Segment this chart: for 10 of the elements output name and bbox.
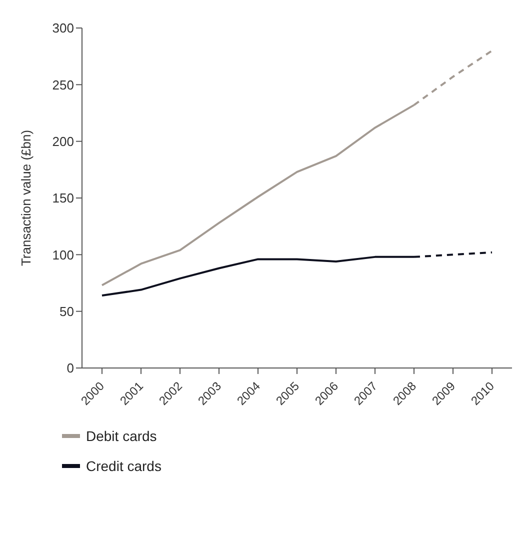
- y-tick-label: 50: [60, 304, 74, 319]
- y-tick-label: 200: [52, 134, 74, 149]
- y-tick-label: 100: [52, 247, 74, 262]
- legend-label: Credit cards: [86, 458, 162, 474]
- y-tick-label: 0: [66, 360, 74, 376]
- legend-label: Debit cards: [86, 428, 157, 444]
- y-tick-label: 150: [52, 190, 74, 206]
- y-tick-label: 250: [52, 77, 74, 92]
- y-tick-label: 300: [52, 20, 74, 36]
- y-axis-title: Transaction value (£bn): [18, 130, 34, 266]
